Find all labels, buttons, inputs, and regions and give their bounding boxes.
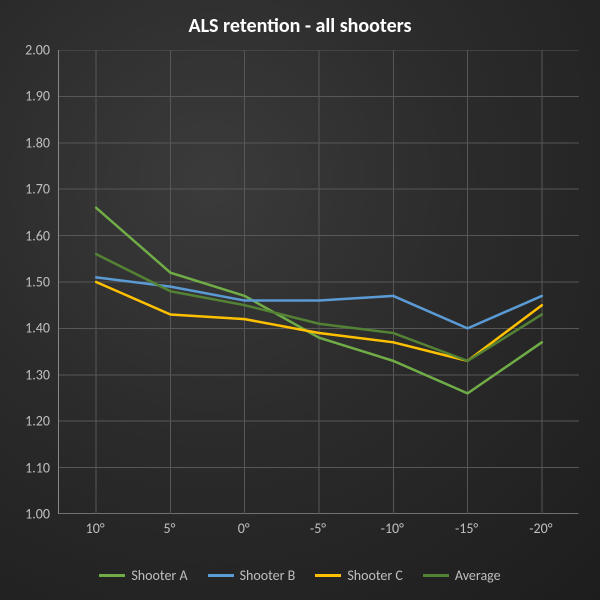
x-axis: 10° 5° 0° -5° -10° -15° -20° — [58, 514, 578, 544]
x-tick-label: -15° — [455, 520, 478, 537]
legend-item: Average — [423, 567, 501, 584]
legend-label: Shooter B — [240, 567, 296, 584]
legend-swatch — [315, 574, 341, 577]
x-tick-label: 0° — [238, 520, 250, 537]
legend-label: Average — [455, 567, 501, 584]
legend-swatch — [99, 574, 125, 577]
line-chart: ALS retention - all shooters 1.001.101.2… — [0, 0, 600, 600]
y-axis: 1.001.101.201.301.401.501.601.701.801.90… — [0, 50, 58, 514]
legend-swatch — [208, 574, 234, 577]
y-tick-label: 1.40 — [25, 320, 50, 337]
legend: Shooter A Shooter B Shooter C Average — [0, 560, 600, 590]
x-tick-label: -20° — [529, 520, 552, 537]
y-tick-label: 1.50 — [25, 274, 50, 291]
plot-area — [58, 50, 578, 514]
x-tick-label: 10° — [86, 520, 105, 537]
legend-label: Shooter C — [347, 567, 403, 584]
plot-wrap: 1.00 1.10 1.20 1.30 1.40 1.50 1.60 1.70 1.80 1.90… — [0, 0, 600, 600]
y-tick-label: 1.70 — [25, 181, 50, 198]
y-tick-label: 2.00 — [25, 42, 50, 59]
x-tick-label: -5° — [310, 520, 326, 537]
plot-svg — [59, 50, 579, 514]
y-tick-label: 1.00 — [25, 506, 50, 523]
y-tick-label: 1.90 — [25, 88, 50, 105]
legend-label: Shooter A — [131, 567, 187, 584]
legend-item: Shooter A — [99, 567, 187, 584]
y-tick-label: 1.20 — [25, 413, 50, 430]
y-tick-label: 1.30 — [25, 366, 50, 383]
x-tick-label: 5° — [164, 520, 176, 537]
x-tick-label: -10° — [381, 520, 404, 537]
legend-item: Shooter C — [315, 567, 403, 584]
legend-swatch — [423, 574, 449, 577]
y-tick-label: 1.80 — [25, 134, 50, 151]
y-tick-label: 1.10 — [25, 459, 50, 476]
legend-item: Shooter B — [208, 567, 296, 584]
y-tick-label: 1.60 — [25, 227, 50, 244]
